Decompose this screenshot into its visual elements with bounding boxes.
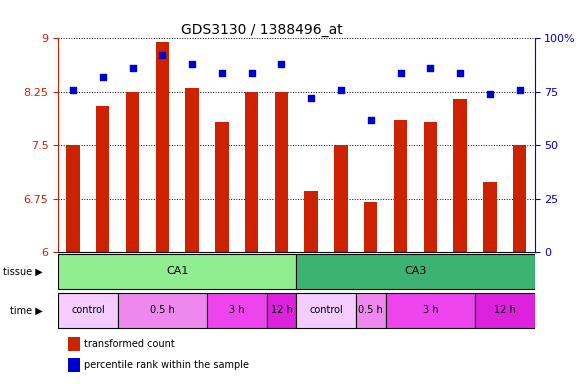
Text: 0.5 h: 0.5 h — [150, 305, 175, 315]
Point — [515, 87, 524, 93]
Text: 3 h: 3 h — [422, 305, 438, 315]
Text: control: control — [71, 305, 105, 315]
Point — [456, 70, 465, 76]
FancyBboxPatch shape — [296, 293, 356, 328]
Bar — [66, 145, 80, 252]
Bar — [185, 88, 199, 252]
Point — [217, 70, 227, 76]
Bar — [67, 337, 80, 351]
Point — [247, 70, 256, 76]
FancyBboxPatch shape — [296, 254, 535, 289]
Bar — [513, 145, 526, 252]
Text: percentile rank within the sample: percentile rank within the sample — [84, 360, 249, 370]
Bar — [453, 99, 467, 252]
FancyBboxPatch shape — [117, 293, 207, 328]
Point — [98, 74, 107, 80]
Text: control: control — [309, 305, 343, 315]
FancyBboxPatch shape — [58, 254, 296, 289]
Bar — [215, 122, 228, 252]
Bar — [67, 358, 80, 372]
Text: CA3: CA3 — [404, 266, 426, 276]
Point — [396, 70, 405, 76]
Bar — [245, 92, 259, 252]
Text: 12 h: 12 h — [271, 305, 292, 315]
Bar — [424, 122, 437, 252]
Bar — [96, 106, 109, 252]
Point — [157, 53, 167, 59]
Text: 0.5 h: 0.5 h — [358, 305, 383, 315]
Text: GDS3130 / 1388496_at: GDS3130 / 1388496_at — [181, 23, 342, 37]
Point — [485, 91, 494, 97]
FancyBboxPatch shape — [207, 293, 267, 328]
Text: 12 h: 12 h — [494, 305, 515, 315]
FancyBboxPatch shape — [267, 293, 296, 328]
Bar — [126, 92, 139, 252]
Point — [307, 95, 316, 101]
Bar — [364, 202, 378, 252]
Point — [336, 87, 346, 93]
Bar — [334, 145, 347, 252]
Bar — [304, 192, 318, 252]
Bar — [156, 42, 169, 252]
FancyBboxPatch shape — [475, 293, 535, 328]
Text: time ▶: time ▶ — [10, 305, 43, 315]
Text: transformed count: transformed count — [84, 339, 175, 349]
Point — [277, 61, 286, 67]
Point — [188, 61, 197, 67]
Bar — [394, 120, 407, 252]
FancyBboxPatch shape — [58, 293, 117, 328]
FancyBboxPatch shape — [356, 293, 386, 328]
Text: 3 h: 3 h — [229, 305, 245, 315]
Bar — [483, 182, 497, 252]
FancyBboxPatch shape — [386, 293, 475, 328]
Text: CA1: CA1 — [166, 266, 188, 276]
Point — [69, 87, 78, 93]
Point — [426, 65, 435, 71]
Text: tissue ▶: tissue ▶ — [3, 266, 43, 276]
Point — [366, 116, 375, 122]
Point — [128, 65, 137, 71]
Bar — [275, 92, 288, 252]
